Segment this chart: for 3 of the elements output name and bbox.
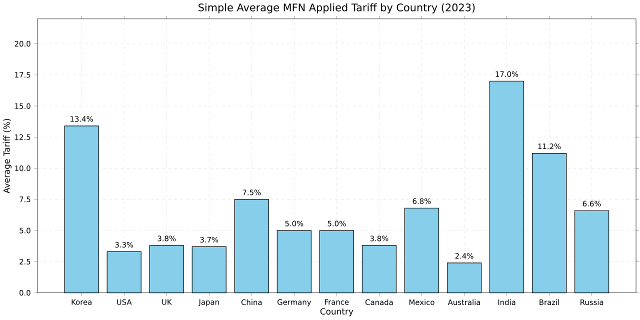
y-axis-title: Average Tariff (%) <box>3 119 12 194</box>
chart-title: Simple Average MFN Applied Tariff by Country (2023) <box>198 4 475 14</box>
x-axis-title: Country <box>320 308 354 316</box>
